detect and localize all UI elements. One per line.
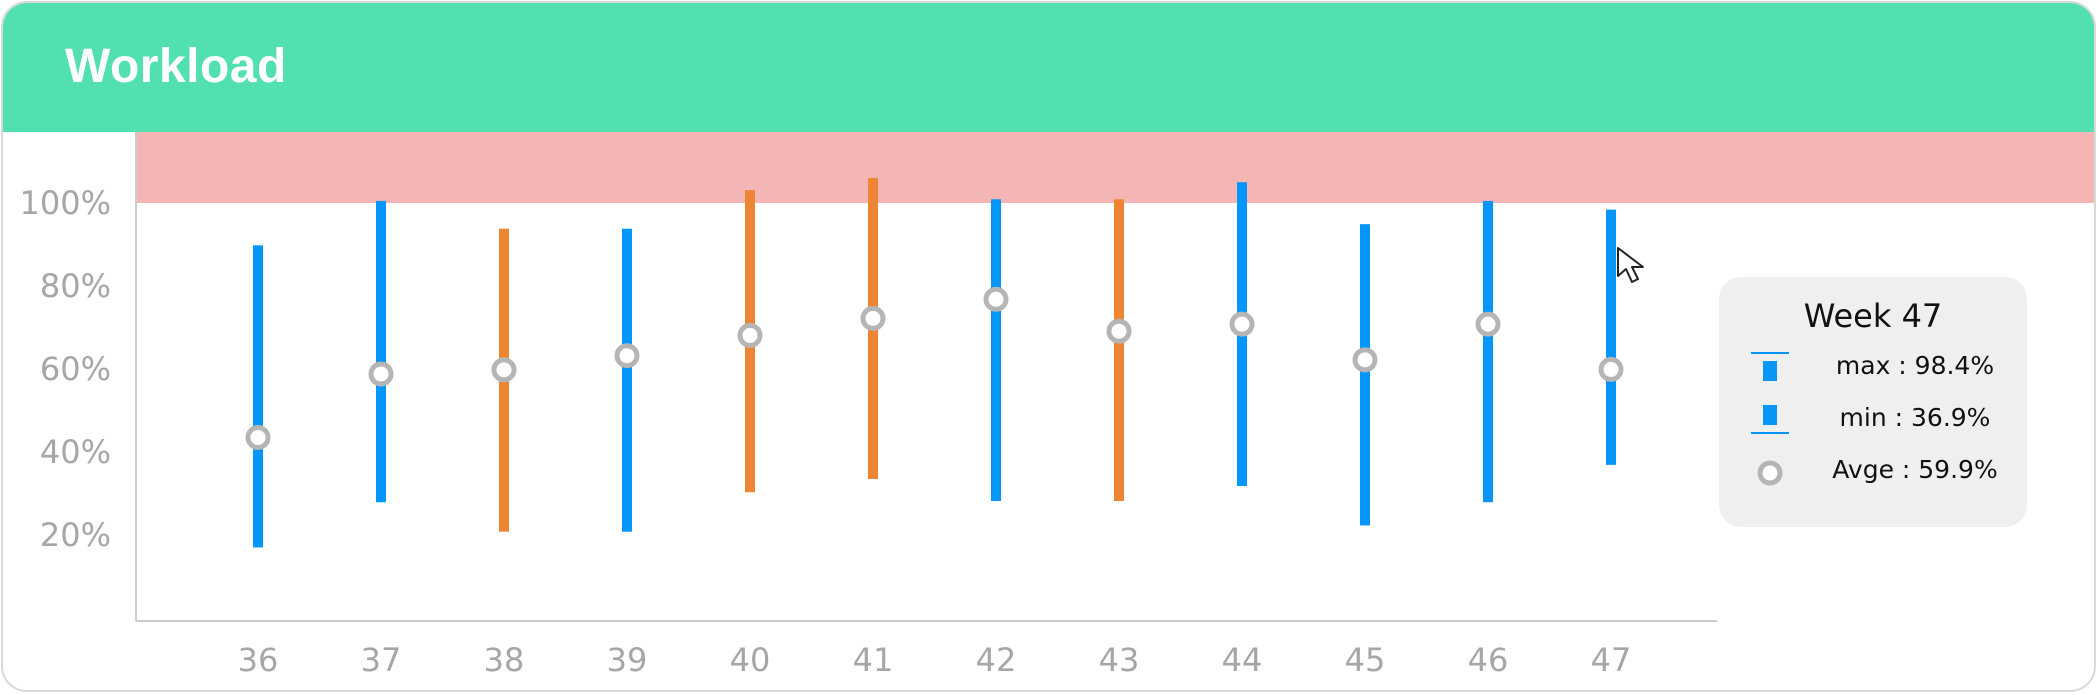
avg-point-week-40	[737, 322, 763, 348]
avg-point-week-44	[1229, 311, 1255, 337]
x-tick-label: 38	[484, 641, 525, 679]
range-bar-week-46	[1483, 200, 1493, 503]
week-tooltip: Week 47 max : 98.4% min : 36.9% Avge : 5…	[1719, 277, 2027, 527]
avg-point-week-47	[1598, 356, 1624, 382]
y-tick-label: 60%	[40, 350, 111, 388]
x-tick-label: 46	[1468, 641, 1509, 679]
tooltip-row-max: max : 98.4%	[1719, 347, 2027, 387]
card-header: Workload	[3, 3, 2094, 132]
max-icon	[1751, 352, 1789, 381]
range-bar-week-45	[1360, 224, 1370, 526]
avg-point-week-41	[860, 305, 886, 331]
avg-point-week-45	[1352, 347, 1378, 373]
x-tick-label: 42	[976, 641, 1017, 679]
range-bar-week-42	[991, 199, 1001, 501]
avg-point-week-46	[1475, 311, 1501, 337]
y-tick-label: 80%	[40, 267, 111, 305]
x-tick-label: 40	[730, 641, 771, 679]
range-bar-week-39	[622, 228, 632, 532]
x-tick-label: 36	[238, 641, 279, 679]
workload-chart: 20% 40% 60% 80% 100% 36 37 38 39 40 41 42 43 44 45 46 47	[20, 132, 2094, 679]
tooltip-row-avg: Avge : 59.9%	[1719, 451, 2027, 491]
avg-point-week-36	[245, 424, 271, 450]
tooltip-row-min: min : 36.9%	[1719, 399, 2027, 439]
over-capacity-band	[136, 132, 2094, 203]
x-tick-label: 45	[1345, 641, 1386, 679]
y-tick-label: 40%	[40, 433, 111, 471]
tooltip-title: Week 47	[1803, 297, 1943, 335]
avg-point-week-37	[368, 361, 394, 387]
range-bar-week-43	[1114, 199, 1124, 501]
tooltip-max-label: max : 98.4%	[1835, 351, 1995, 380]
y-tick-label: 100%	[20, 184, 111, 222]
x-tick-label: 47	[1591, 641, 1632, 679]
tooltip-min-label: min : 36.9%	[1839, 403, 1991, 432]
x-tick-label: 37	[361, 641, 402, 679]
x-tick-label: 39	[607, 641, 648, 679]
range-bar-week-47	[1606, 209, 1616, 465]
avg-point-week-39	[614, 343, 640, 369]
range-bar-week-36	[253, 245, 263, 548]
avg-point-week-42	[983, 286, 1009, 312]
mouse-pointer-icon	[1617, 247, 1644, 283]
tooltip-avg-label: Avge : 59.9%	[1832, 455, 1998, 484]
card-title: Workload	[65, 40, 287, 93]
x-tick-label: 44	[1222, 641, 1263, 679]
x-tick-label: 43	[1099, 641, 1140, 679]
y-tick-label: 20%	[40, 516, 111, 554]
avg-icon	[1757, 460, 1783, 486]
x-tick-label: 41	[853, 641, 894, 679]
range-bar-week-37	[376, 200, 386, 503]
avg-point-week-38	[491, 357, 517, 383]
min-icon	[1751, 405, 1789, 434]
avg-point-week-43	[1106, 318, 1132, 344]
